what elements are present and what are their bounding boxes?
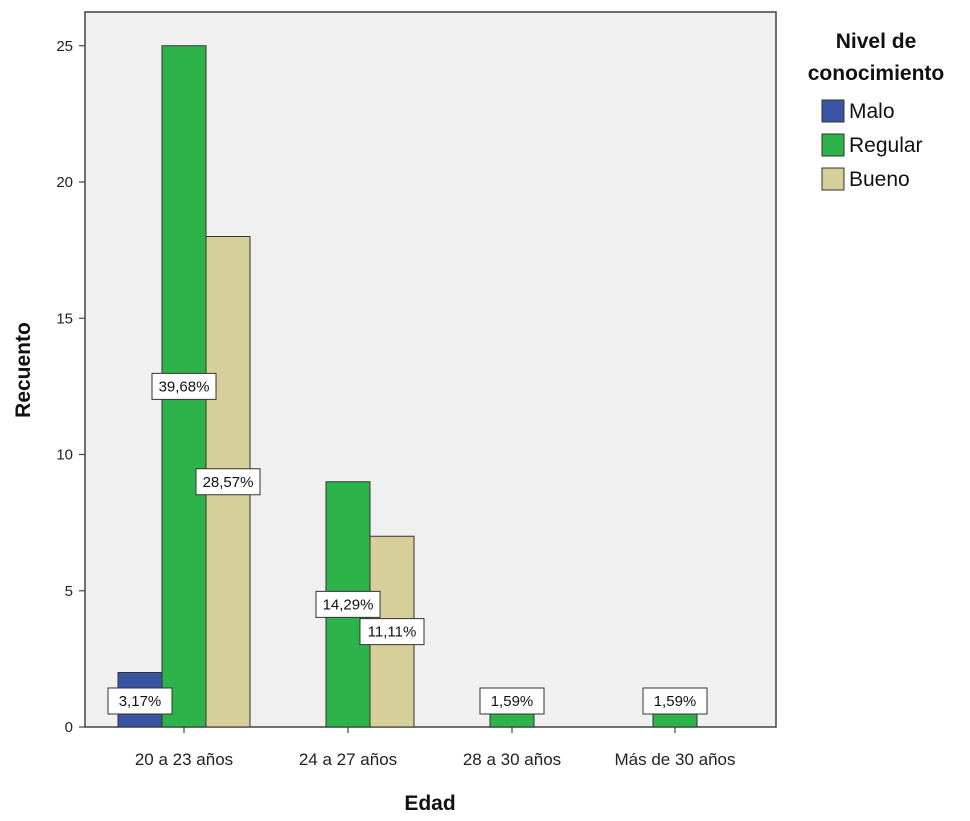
y-axis: 0 5 10 15 20 25 <box>56 38 85 736</box>
legend-swatch-malo <box>821 99 845 123</box>
data-label-box <box>359 618 425 646</box>
data-label-text: 3,17% <box>119 693 162 710</box>
data-label-text: 28,57% <box>203 474 254 491</box>
data-label-malo-20-a-23-anos: 3,17% <box>107 687 173 715</box>
y-tick-label-5: 5 <box>65 583 73 600</box>
data-label-box <box>107 687 173 715</box>
y-tick-label-10: 10 <box>56 447 73 464</box>
data-label-regular-28-a-30-anos: 1,59% <box>479 687 545 715</box>
x-tick-label-28-a-30-anos: 28 a 30 años <box>463 750 561 769</box>
x-axis-title: Edad <box>404 792 455 815</box>
data-label-text: 1,59% <box>654 693 697 710</box>
legend-swatch-bueno <box>821 167 845 191</box>
y-axis-title: Recuento <box>12 322 35 418</box>
legend-label-regular: Regular <box>849 134 923 157</box>
data-labels-group: 3,17% 39,68% 28,57% 14,29% 11,11% 1,59% 1,59% <box>107 372 708 715</box>
data-label-text: 39,68% <box>159 378 210 395</box>
data-label-box <box>195 468 261 496</box>
data-label-box <box>642 687 708 715</box>
x-axis: 20 a 23 años 24 a 27 años 28 a 30 años Más … <box>135 727 736 769</box>
legend-swatch-regular <box>821 133 845 157</box>
legend-title-line-1: Nivel de <box>836 30 917 53</box>
data-label-regular-20-a-23-anos: 39,68% <box>151 372 217 400</box>
x-tick-label-mas-de-30-anos: Más de 30 años <box>615 750 736 769</box>
data-label-box <box>151 372 217 400</box>
legend: Nivel de conocimiento Malo Regular Bueno <box>808 30 945 191</box>
x-tick-label-20-a-23-anos: 20 a 23 años <box>135 750 233 769</box>
y-tick-label-0: 0 <box>65 719 73 736</box>
data-label-bueno-24-a-27-anos: 11,11% <box>359 618 425 646</box>
y-tick-label-20: 20 <box>56 174 73 191</box>
data-label-text: 11,11% <box>368 624 417 641</box>
data-label-box <box>479 687 545 715</box>
x-tick-label-24-a-27-anos: 24 a 27 años <box>299 750 397 769</box>
data-label-bueno-20-a-23-anos: 28,57% <box>195 468 261 496</box>
legend-label-malo: Malo <box>849 100 895 123</box>
legend-title-line-2: conocimiento <box>808 62 945 85</box>
data-label-text: 1,59% <box>491 693 534 710</box>
legend-label-bueno: Bueno <box>849 168 910 191</box>
data-label-text: 14,29% <box>323 596 374 613</box>
data-label-regular-24-a-27-anos: 14,29% <box>315 590 381 618</box>
data-label-regular-mas-de-30-anos: 1,59% <box>642 687 708 715</box>
y-tick-label-15: 15 <box>56 310 73 327</box>
y-tick-label-25: 25 <box>56 38 73 55</box>
data-label-box <box>315 590 381 618</box>
